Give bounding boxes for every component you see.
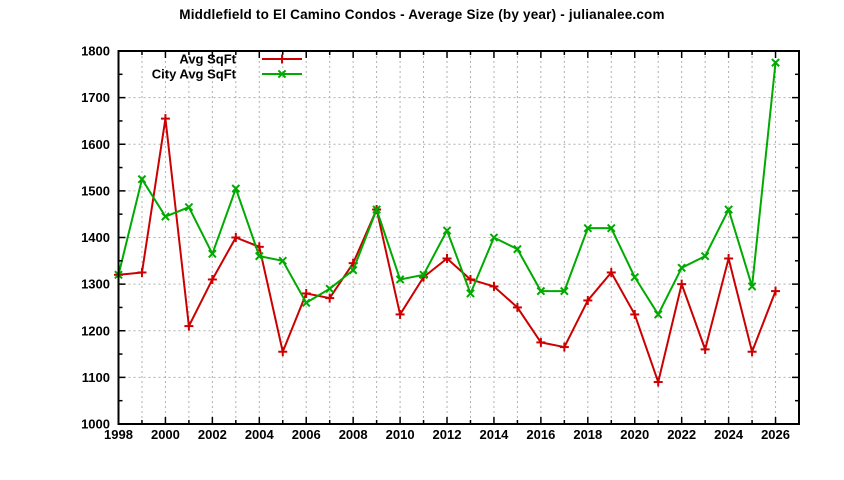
data-point-marker-city-avg-sqft: [466, 289, 475, 298]
data-point-marker-city-avg-sqft: [489, 233, 499, 242]
y-tick-label: 1800: [81, 44, 110, 59]
data-point-marker-city-avg-sqft: [325, 284, 334, 294]
data-point-marker-city-avg-sqft: [630, 272, 640, 282]
x-tick-label: 2012: [433, 427, 462, 442]
legend-label: Avg SqFt: [179, 52, 236, 67]
y-tick-label: 1100: [82, 370, 110, 385]
data-point-marker-city-avg-sqft: [747, 282, 757, 291]
x-tick-label: 2000: [151, 427, 180, 442]
data-point-marker-city-avg-sqft: [771, 58, 780, 67]
y-tick-label: 1700: [81, 90, 110, 105]
x-tick-label: 2022: [667, 427, 696, 442]
x-tick-label: 2002: [198, 427, 227, 442]
x-tick-label: 2020: [620, 427, 649, 442]
y-tick-label: 1400: [81, 230, 110, 245]
y-tick-label: 1000: [81, 417, 110, 432]
data-point-marker-city-avg-sqft: [137, 174, 147, 184]
x-tick-label: 2026: [761, 427, 790, 442]
legend-marker: [277, 69, 287, 79]
data-point-marker-city-avg-sqft: [560, 286, 569, 296]
data-point-marker-city-avg-sqft: [231, 184, 241, 193]
data-point-marker-city-avg-sqft: [724, 205, 733, 214]
data-point-marker-city-avg-sqft: [536, 286, 546, 296]
x-tick-label: 2016: [526, 427, 555, 442]
data-point-marker-city-avg-sqft: [442, 226, 452, 235]
data-point-marker-city-avg-sqft: [419, 270, 428, 280]
data-point-marker-city-avg-sqft: [372, 205, 381, 214]
data-point-marker-city-avg-sqft: [583, 223, 593, 233]
data-point-marker-city-avg-sqft: [184, 202, 194, 212]
data-point-marker-city-avg-sqft: [606, 223, 616, 233]
y-tick-label: 1200: [81, 323, 110, 338]
x-tick-label: 2024: [714, 427, 744, 442]
data-point-marker-city-avg-sqft: [161, 212, 170, 221]
data-point-marker-city-avg-sqft: [653, 310, 663, 319]
chart-title: Middlefield to El Camino Condos - Averag…: [179, 7, 665, 22]
x-tick-label: 2014: [479, 427, 509, 442]
data-point-marker-city-avg-sqft: [278, 256, 288, 266]
y-tick-label: 1300: [81, 277, 110, 292]
data-point-marker-city-avg-sqft: [301, 298, 311, 308]
data-point-marker-city-avg-sqft: [677, 263, 686, 273]
x-tick-label: 2010: [386, 427, 415, 442]
data-point-marker-city-avg-sqft: [348, 265, 358, 275]
data-point-marker-city-avg-sqft: [513, 244, 522, 254]
data-point-marker-city-avg-sqft: [395, 275, 405, 284]
y-tick-label: 1500: [81, 183, 110, 198]
x-tick-label: 2018: [573, 427, 602, 442]
y-tick-label: 1600: [81, 137, 110, 152]
x-tick-label: 2004: [245, 427, 275, 442]
x-tick-label: 1998: [104, 427, 133, 442]
data-point-marker-city-avg-sqft: [700, 251, 710, 261]
x-tick-label: 2006: [292, 427, 321, 442]
data-point-marker-city-avg-sqft: [208, 249, 217, 259]
x-tick-label: 2008: [339, 427, 368, 442]
legend-label: City Avg SqFt: [152, 67, 237, 82]
data-point-marker-city-avg-sqft: [254, 251, 264, 261]
